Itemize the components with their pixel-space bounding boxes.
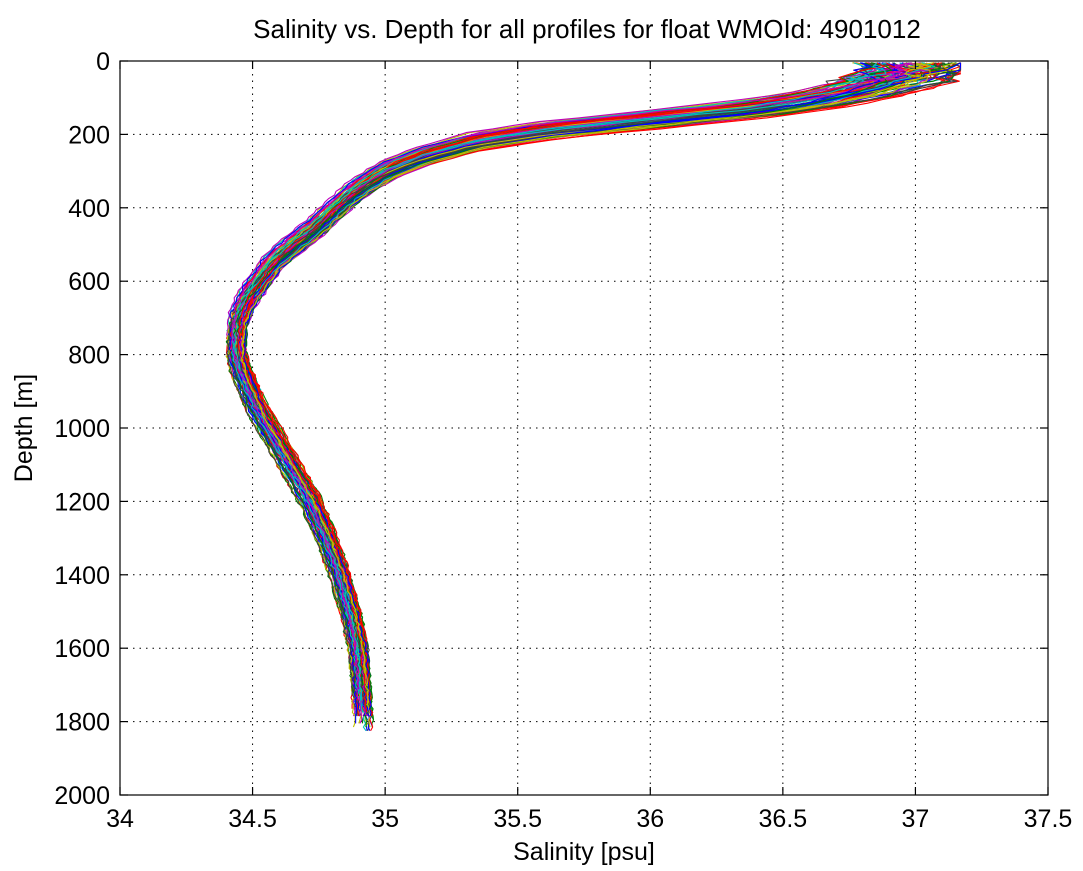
profile-line	[225, 62, 937, 695]
profile-line	[230, 62, 940, 717]
y-axis-label: Depth [m]	[10, 374, 38, 482]
y-tick-label: 400	[68, 195, 110, 223]
chart-title: Salinity vs. Depth for all profiles for …	[253, 14, 921, 44]
profile-line	[235, 62, 943, 732]
profile-line	[232, 62, 910, 717]
y-tick-label: 1400	[54, 562, 110, 590]
profile-line	[226, 62, 924, 717]
profile-line	[227, 62, 962, 717]
profile-line	[237, 62, 890, 724]
profile-line	[231, 62, 887, 695]
profile-line	[233, 62, 936, 713]
profile-line	[226, 62, 890, 687]
y-tick-label: 200	[68, 121, 110, 149]
profile-line	[236, 62, 903, 691]
profile-line	[233, 62, 883, 706]
profile-line	[229, 62, 937, 717]
profile-line	[237, 62, 915, 717]
x-axis-label: Salinity [psu]	[513, 838, 655, 866]
profile-line	[230, 62, 895, 695]
profile-line	[227, 62, 961, 724]
profile-line	[230, 62, 893, 698]
y-tick-label: 2000	[54, 782, 110, 810]
profile-line	[237, 62, 886, 713]
profile-line	[229, 62, 906, 691]
y-tick-label: 1600	[54, 635, 110, 663]
profile-line	[228, 62, 903, 691]
x-tick-label: 34	[106, 805, 134, 833]
profile-line	[230, 62, 921, 706]
profile-line	[239, 62, 921, 732]
profile-line	[227, 62, 931, 713]
profile-line	[241, 62, 884, 728]
profile-line	[240, 62, 870, 731]
grid-lines	[120, 61, 1048, 795]
profile-line	[226, 62, 958, 698]
profile-line	[235, 62, 900, 713]
profile-line	[237, 62, 922, 717]
y-tick-label: 1000	[54, 415, 110, 443]
y-tick-label: 800	[68, 342, 110, 370]
profile-line	[241, 62, 888, 720]
y-tick-label: 600	[68, 268, 110, 296]
x-tick-label: 36	[636, 805, 664, 833]
profile-line	[230, 62, 901, 717]
profile-line	[240, 62, 932, 706]
profile-line	[225, 62, 894, 709]
axis-ticks: 34 34.5 35 35.5 36 36.5 37 37.5 0 200 400 600 800 100…	[54, 48, 1072, 833]
x-tick-label: 35.5	[493, 805, 542, 833]
profile-line	[231, 62, 891, 724]
x-tick-label: 37	[902, 805, 930, 833]
x-tick-label: 35	[371, 805, 399, 833]
profile-line	[236, 62, 922, 720]
profile-line	[236, 62, 876, 728]
profile-line	[237, 62, 901, 731]
profile-line	[225, 62, 955, 728]
profile-line	[232, 62, 932, 706]
x-tick-label: 34.5	[228, 805, 277, 833]
profile-line	[234, 62, 878, 698]
profile-line	[226, 62, 890, 717]
y-tick-label: 1800	[54, 709, 110, 737]
profile-line	[230, 62, 925, 724]
profile-line	[231, 62, 938, 724]
y-tick-label: 1200	[54, 488, 110, 516]
profile-line	[226, 62, 911, 702]
x-tick-label: 37.5	[1024, 805, 1073, 833]
profile-line	[243, 62, 881, 717]
profile-line	[231, 62, 873, 698]
profile-line	[227, 62, 895, 717]
profile-line	[228, 62, 884, 687]
profile-lines	[225, 62, 962, 732]
x-tick-label: 36.5	[759, 805, 808, 833]
profile-line	[230, 62, 917, 684]
y-tick-label: 0	[96, 48, 110, 76]
profile-line	[239, 62, 881, 706]
profile-line	[233, 62, 886, 709]
